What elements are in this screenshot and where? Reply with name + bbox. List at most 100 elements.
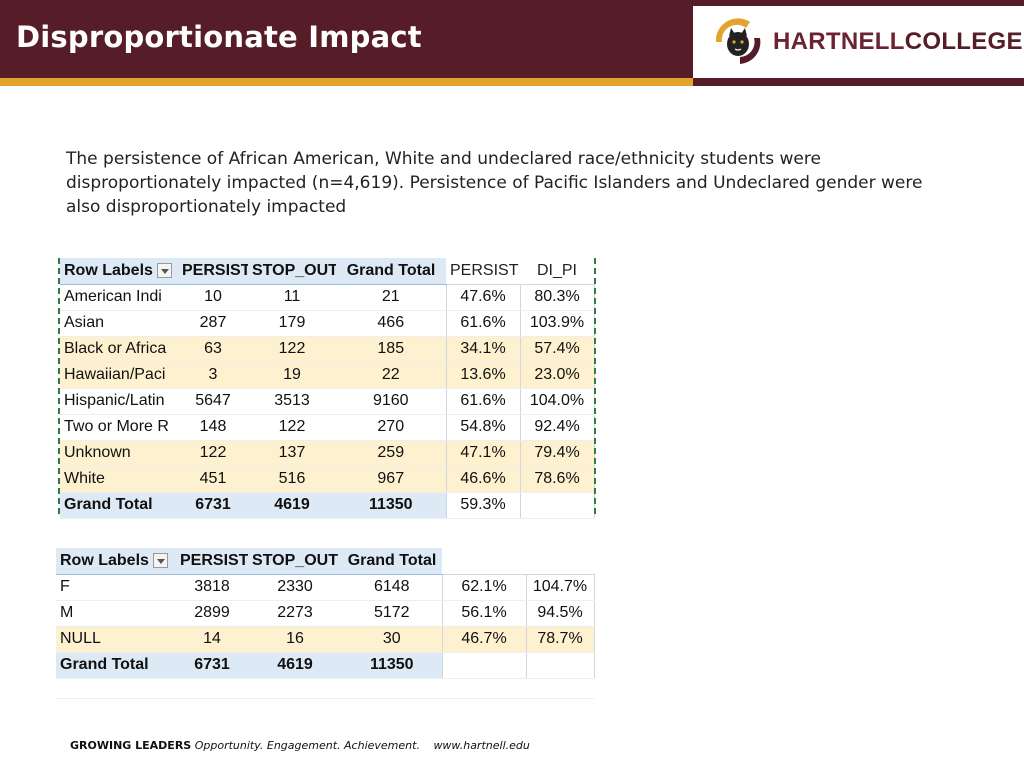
cell-empty — [441, 651, 527, 679]
cell-grand-total: 30 — [342, 626, 442, 653]
table-row-highlighted: Unknown 122 137 259 47.1% 79.4% — [60, 440, 595, 467]
row-label: Grand Total — [60, 491, 178, 519]
cell-empty — [442, 678, 526, 699]
column-header-di-pi: DI_PI — [520, 258, 594, 285]
cell-empty — [56, 678, 176, 699]
cell-stop-out: 4619 — [248, 651, 342, 679]
header-gold-rule — [0, 78, 693, 86]
cell-persist-rate: 46.7% — [441, 626, 527, 653]
page-title: Disproportionate Impact — [16, 20, 422, 54]
table-row: Two or More R 148 122 270 54.8% 92.4% — [60, 414, 595, 441]
cell-stop-out: 11 — [248, 284, 336, 311]
header-right-strip — [693, 0, 1024, 6]
cell-di-pi: 92.4% — [519, 414, 595, 441]
cell-persist-rate: 59.3% — [445, 491, 521, 519]
cell-grand-total: 967 — [336, 466, 446, 493]
cell-stop-out: 137 — [248, 440, 336, 467]
cell-di-pi: 78.7% — [525, 626, 595, 653]
cell-persist-rate: 54.8% — [445, 414, 521, 441]
cell-persist: 122 — [178, 440, 248, 467]
cell-grand-total: 5172 — [342, 600, 442, 627]
column-header-empty — [442, 548, 526, 575]
header-maroon-rule — [693, 78, 1024, 86]
filter-dropdown-icon[interactable] — [152, 553, 168, 569]
cell-empty — [525, 651, 595, 679]
column-header-persist-rate: PERSIST — [446, 258, 520, 285]
cell-empty — [526, 678, 594, 699]
grand-total-row: Grand Total 6731 4619 11350 — [56, 651, 595, 679]
cell-persist-rate: 47.6% — [445, 284, 521, 311]
row-label: Grand Total — [56, 651, 176, 679]
table-header-row: Row Labels PERSIST STOP_OUT Grand Total … — [60, 258, 594, 285]
column-header-stop-out: STOP_OUT — [248, 258, 336, 285]
table-row: Asian 287 179 466 61.6% 103.9% — [60, 310, 595, 337]
table-row-highlighted: Black or Africa 63 122 185 34.1% 57.4% — [60, 336, 595, 363]
race-ethnicity-table: Row Labels PERSIST STOP_OUT Grand Total … — [60, 258, 595, 519]
cell-grand-total: 270 — [336, 414, 446, 441]
logo-text: HARTNELLCOLLEGE — [773, 28, 1023, 56]
cell-stop-out: 516 — [248, 466, 336, 493]
logo-text-college: COLLEGE — [904, 28, 1023, 55]
cell-persist-rate: 56.1% — [441, 600, 527, 627]
filter-dropdown-icon[interactable] — [156, 263, 172, 279]
intro-paragraph: The persistence of African American, Whi… — [66, 149, 923, 217]
row-label: Black or Africa — [60, 336, 178, 363]
cell-persist-rate: 62.1% — [441, 574, 527, 601]
cell-di-pi — [519, 491, 595, 519]
cell-persist: 5647 — [178, 388, 248, 415]
table-header-row: Row Labels PERSIST STOP_OUT Grand Total — [56, 548, 594, 575]
footer-url[interactable]: www.hartnell.edu — [433, 739, 530, 752]
column-header-row-labels[interactable]: Row Labels — [56, 548, 176, 575]
column-header-stop-out: STOP_OUT — [248, 548, 342, 575]
cell-persist: 3818 — [176, 574, 248, 601]
cell-di-pi: 80.3% — [519, 284, 595, 311]
logo: HARTNELLCOLLEGE — [693, 6, 1024, 78]
cell-stop-out: 4619 — [248, 491, 336, 519]
table-row: M 2899 2273 5172 56.1% 94.5% — [56, 600, 595, 627]
cell-grand-total: 6148 — [342, 574, 442, 601]
cell-di-pi: 104.0% — [519, 388, 595, 415]
row-label: Unknown — [60, 440, 178, 467]
footer-slogan: GROWING LEADERS — [70, 739, 192, 752]
row-label: Hispanic/Latin — [60, 388, 178, 415]
table-row: Hispanic/Latin 5647 3513 9160 61.6% 104.… — [60, 388, 595, 415]
row-label: American Indi — [60, 284, 178, 311]
row-label: NULL — [56, 626, 176, 653]
cell-di-pi: 103.9% — [519, 310, 595, 337]
cell-empty — [176, 678, 248, 699]
cell-persist: 3 — [178, 362, 248, 389]
cell-empty — [342, 678, 442, 699]
table-row-highlighted: Hawaiian/Paci 3 19 22 13.6% 23.0% — [60, 362, 595, 389]
cell-stop-out: 19 — [248, 362, 336, 389]
cell-persist: 63 — [178, 336, 248, 363]
cell-persist-rate: 46.6% — [445, 466, 521, 493]
cell-di-pi: 57.4% — [519, 336, 595, 363]
cell-persist: 14 — [176, 626, 248, 653]
cell-persist: 451 — [178, 466, 248, 493]
cell-persist-rate: 34.1% — [445, 336, 521, 363]
cell-persist: 287 — [178, 310, 248, 337]
cell-stop-out: 2273 — [248, 600, 342, 627]
table-row-highlighted: NULL 14 16 30 46.7% 78.7% — [56, 626, 595, 653]
table-row-highlighted: White 451 516 967 46.6% 78.6% — [60, 466, 595, 493]
row-label: Hawaiian/Paci — [60, 362, 178, 389]
row-label: M — [56, 600, 176, 627]
column-header-persist: PERSIST — [178, 258, 248, 285]
cell-grand-total: 466 — [336, 310, 446, 337]
cell-grand-total: 259 — [336, 440, 446, 467]
logo-text-hartnell: HARTNELL — [773, 28, 905, 55]
column-header-row-labels[interactable]: Row Labels — [60, 258, 178, 285]
column-header-grand-total: Grand Total — [342, 548, 442, 575]
cell-grand-total: 11350 — [336, 491, 446, 519]
cell-grand-total: 185 — [336, 336, 446, 363]
cell-stop-out: 122 — [248, 414, 336, 441]
cell-empty — [248, 678, 342, 699]
column-header-grand-total: Grand Total — [336, 258, 446, 285]
cell-persist: 2899 — [176, 600, 248, 627]
row-label: White — [60, 466, 178, 493]
cell-di-pi: 94.5% — [525, 600, 595, 627]
cell-persist: 148 — [178, 414, 248, 441]
header-bar: Disproportionate Impact — [0, 0, 693, 78]
footer-tagline: Opportunity. Engagement. Achievement. — [194, 739, 420, 752]
cell-di-pi: 23.0% — [519, 362, 595, 389]
